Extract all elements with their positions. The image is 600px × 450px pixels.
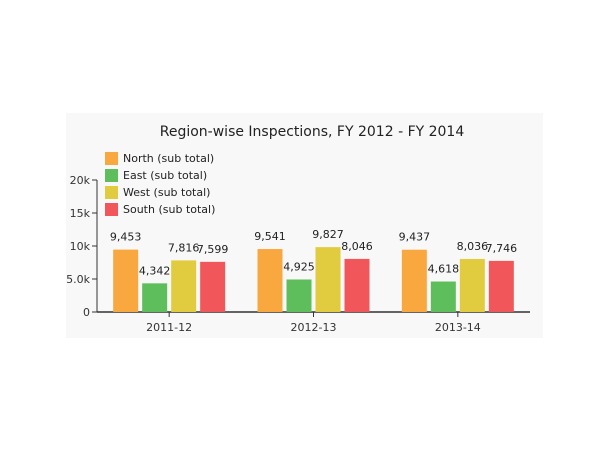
bar-4-2: [344, 258, 370, 312]
bars: [113, 247, 514, 312]
legend-swatch-3: [105, 186, 118, 199]
value-label: 7,816: [168, 241, 200, 254]
legend-swatch-4: [105, 203, 118, 216]
y-tick-label: 10k: [70, 240, 91, 253]
legend-label-2: East (sub total): [123, 169, 207, 182]
x-axis: 2011-12 2012-13 2013-14: [97, 311, 530, 334]
value-label: 8,046: [341, 240, 373, 253]
value-label: 4,618: [428, 263, 460, 276]
value-label: 9,541: [254, 230, 286, 243]
y-tick-label: 5.0k: [66, 273, 90, 286]
chart-title: Region-wise Inspections, FY 2012 - FY 20…: [160, 124, 465, 140]
value-label: 7,599: [197, 243, 229, 256]
y-axis: 0 5.0k 10k 15k 20k: [66, 174, 98, 319]
bar-1-1: [113, 249, 139, 312]
y-tick-label: 15k: [70, 207, 91, 220]
bar-1-3: [401, 249, 427, 312]
value-label: 9,827: [312, 228, 344, 241]
value-label: 9,453: [110, 231, 142, 244]
bar-1-2: [257, 249, 283, 312]
bar-3-1: [171, 260, 197, 312]
bar-2-2: [286, 279, 312, 312]
value-label: 7,746: [486, 242, 518, 255]
legend-label-3: West (sub total): [123, 186, 210, 199]
x-tick-label: 2013-14: [435, 321, 481, 334]
value-label: 9,437: [399, 231, 431, 244]
bar-2-3: [430, 281, 456, 312]
legend: North (sub total) East (sub total) West (s…: [105, 152, 215, 216]
value-label: 4,925: [283, 260, 315, 273]
x-tick-label: 2012-13: [291, 321, 337, 334]
bar-4-3: [488, 260, 514, 312]
bar-2-1: [142, 283, 168, 312]
legend-label-4: South (sub total): [123, 203, 215, 216]
x-tick-label: 2011-12: [146, 321, 192, 334]
legend-label-1: North (sub total): [123, 152, 214, 165]
legend-swatch-1: [105, 152, 118, 165]
bar-3-3: [459, 258, 485, 312]
y-tick-label: 0: [83, 306, 90, 319]
bar-3-2: [315, 247, 341, 312]
bar-4-1: [200, 261, 226, 312]
value-label: 8,036: [457, 240, 489, 253]
y-tick-label: 20k: [70, 174, 91, 187]
value-label: 4,342: [139, 264, 171, 277]
legend-swatch-2: [105, 169, 118, 182]
